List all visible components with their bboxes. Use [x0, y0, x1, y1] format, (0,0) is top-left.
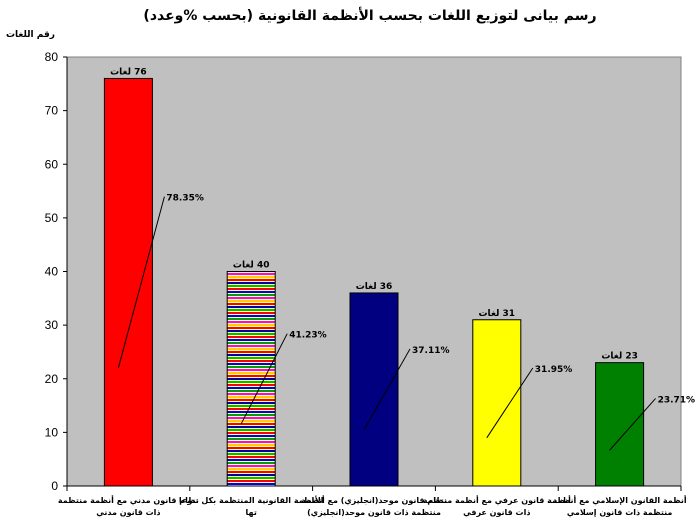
x-category-label: نظام قانون موحد(انجليزي) مع أنظمة — [301, 495, 447, 505]
x-category-label: أنظمة القانون الإسلامي مع أنظمة — [553, 495, 687, 505]
bar — [472, 319, 522, 487]
x-category-label: منتظمة ذات قانون موحد(انجليزي) — [307, 508, 441, 517]
y-axis-label: رقم اللغات — [6, 30, 55, 40]
bar-percent-label: 41.23% — [289, 331, 327, 341]
y-tick-label: 60 — [45, 157, 59, 171]
percent-leader-line — [609, 398, 656, 451]
bar-value-label: 23 لغات — [601, 352, 638, 362]
x-category-label: أنظمة قانون عرفي مع أنظمة منتظمة — [423, 495, 571, 505]
y-tick-label: 10 — [45, 425, 59, 439]
y-tick-label: 70 — [45, 104, 59, 118]
x-category-label: الأنظمة القانونية المنتظمة بكل تنوعا — [179, 495, 324, 505]
bar — [595, 362, 645, 487]
bar-value-label: 36 لغات — [356, 282, 393, 292]
x-category-label: ذات قانون مدني — [96, 508, 160, 517]
percent-leader-line — [117, 196, 165, 368]
bar — [226, 271, 276, 487]
percent-leader-line — [240, 333, 288, 425]
y-tick-label: 0 — [51, 479, 58, 493]
bar-percent-label: 23.71% — [658, 395, 696, 405]
bar-percent-label: 78.35% — [166, 194, 204, 204]
bar — [349, 292, 399, 487]
bar-value-label: 31 لغات — [479, 309, 516, 319]
x-category-label: ذات قانون عرفي — [463, 508, 530, 517]
y-tick-label: 50 — [45, 211, 59, 225]
chart-title: رسم بيانى لتوزيع اللغات بحسب الأنظمة الق… — [143, 8, 597, 24]
bar-percent-label: 31.95% — [535, 365, 573, 375]
x-category-label: نظام قانون مدني مع أنظمة منتظمة — [58, 495, 199, 505]
bar-percent-label: 37.11% — [412, 346, 450, 356]
y-tick-label: 80 — [45, 50, 59, 64]
x-category-label: منتظمة ذات قانون إسلامي — [567, 508, 673, 517]
y-tick-label: 30 — [45, 318, 59, 332]
percent-leader-line — [363, 348, 411, 431]
y-tick-label: 20 — [45, 372, 59, 386]
bar-value-label: 40 لغات — [233, 261, 270, 271]
y-tick-label: 40 — [45, 265, 59, 279]
x-category-label: تها — [246, 508, 257, 517]
bar-value-label: 76 لغات — [110, 67, 147, 77]
percent-leader-line — [486, 367, 534, 439]
bar — [103, 77, 153, 487]
